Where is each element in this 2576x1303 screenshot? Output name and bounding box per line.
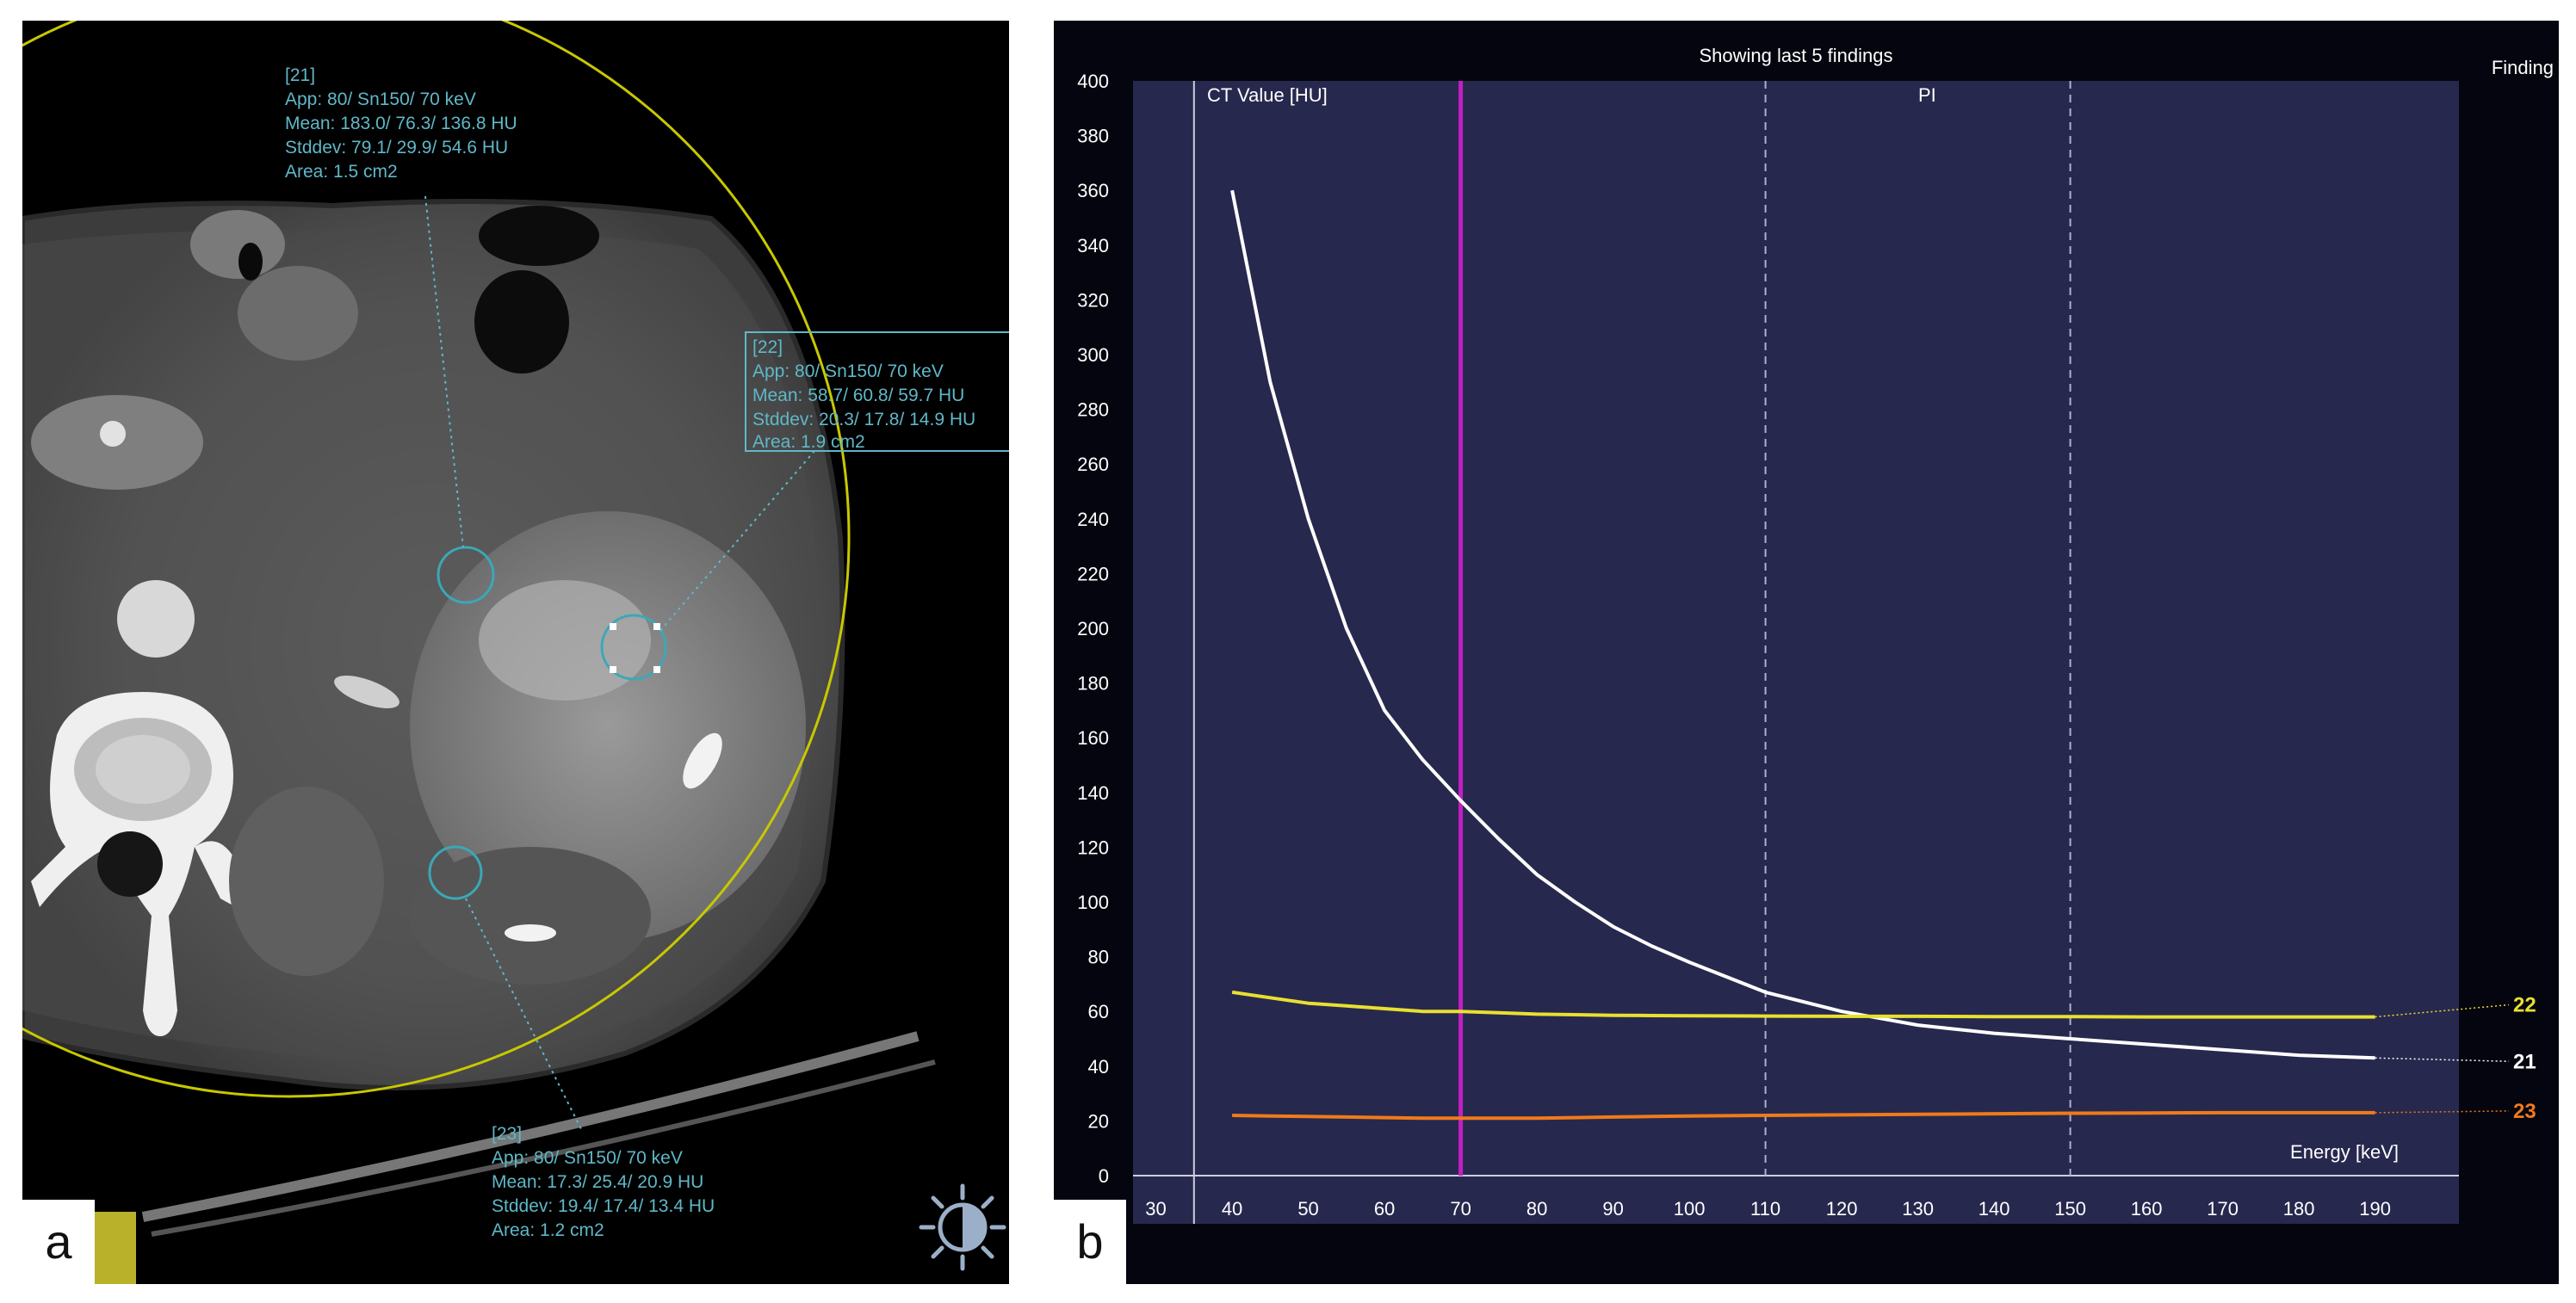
x-tick-label: 130: [1902, 1198, 1934, 1220]
annotation-22-line: App: 80/ Sn150/ 70 keV: [752, 361, 944, 381]
series-leader-23: [2375, 1110, 2510, 1114]
annotation-21-id: [21]: [285, 65, 315, 85]
annotation-22: [22] App: 80/ Sn150/ 70 keV Mean: 58.7/ …: [752, 337, 975, 452]
y-tick-label: 360: [1077, 180, 1109, 201]
x-tick-label: 70: [1450, 1198, 1471, 1220]
finding-column: [2459, 81, 2559, 1224]
x-tick-label: 140: [1978, 1198, 2010, 1220]
series-line-23: [1232, 1110, 2375, 1121]
annotation-23-line: Mean: 17.3/ 25.4/ 20.9 HU: [492, 1172, 703, 1192]
panel-a-label: a: [22, 1200, 95, 1284]
y-tick-label: 20: [1088, 1110, 1109, 1132]
y-tick-label: 80: [1088, 947, 1109, 968]
aorta: [117, 580, 195, 658]
y-tick-label: 340: [1077, 235, 1109, 256]
series-end-label-23: 23: [2513, 1100, 2536, 1123]
x-tick-label: 110: [1750, 1198, 1780, 1220]
x-tick-label: 190: [2359, 1198, 2391, 1220]
annotation-21-line: Mean: 183.0/ 76.3/ 136.8 HU: [285, 114, 517, 133]
x-axis-title: Energy [keV]: [2290, 1141, 2399, 1163]
y-tick-label: 200: [1077, 618, 1109, 639]
series-end-label-21: 21: [2513, 1050, 2536, 1073]
chart-header: Showing last 5 findings: [1699, 45, 1892, 66]
y-tick-label: 140: [1077, 782, 1109, 804]
annotation-23-line: App: 80/ Sn150/ 70 keV: [492, 1148, 683, 1168]
y-tick-label: 180: [1077, 673, 1109, 695]
annotation-21-line: Area: 1.5 cm2: [285, 162, 398, 182]
pi-label: PI: [1918, 84, 1936, 106]
x-tick-label: 180: [2283, 1198, 2315, 1220]
annotation-23: [23] App: 80/ Sn150/ 70 keV Mean: 17.3/ …: [492, 1124, 715, 1240]
y-tick-label: 120: [1077, 837, 1109, 858]
x-tick-label: 60: [1374, 1198, 1395, 1220]
y-tick-label: 60: [1088, 1001, 1109, 1022]
ct-image-panel: [21] App: 80/ Sn150/ 70 keV Mean: 183.0/…: [22, 21, 1009, 1284]
roi-23[interactable]: [428, 845, 483, 900]
x-tick-label: 30: [1145, 1198, 1166, 1220]
y-tick-label: 320: [1077, 289, 1109, 311]
annotation-23-line: Stddev: 19.4/ 17.4/ 13.4 HU: [492, 1196, 715, 1216]
y-tick-label: 400: [1077, 71, 1109, 92]
roi-21[interactable]: [437, 546, 495, 604]
x-tick-label: 40: [1222, 1198, 1242, 1220]
field-of-view-circle: [22, 21, 851, 1098]
x-tick-label: 160: [2131, 1198, 2163, 1220]
finding-header: Finding: [2492, 57, 2554, 78]
x-tick-label: 50: [1297, 1198, 1318, 1220]
y-tick-label: 240: [1077, 509, 1109, 530]
y-tick-label: 280: [1077, 399, 1109, 421]
annotation-23-line: Area: 1.2 cm2: [492, 1220, 604, 1240]
annotation-22-line: Mean: 58.7/ 60.8/ 59.7 HU: [752, 386, 964, 405]
annotation-22-line: Stddev: 20.3/ 17.8/ 14.9 HU: [752, 410, 975, 429]
annotation-21: [21] App: 80/ Sn150/ 70 keV Mean: 183.0/…: [285, 65, 517, 182]
series-leader-22: [2375, 1003, 2510, 1018]
series-line-21: [1230, 189, 2375, 1060]
panel-b-label: b: [1054, 1200, 1126, 1284]
y-tick-label: 100: [1077, 892, 1109, 913]
ct-image: [21] App: 80/ Sn150/ 70 keV Mean: 183.0/…: [22, 21, 1009, 1284]
annotation-22-line: Area: 1.9 cm2: [752, 432, 865, 452]
annotation-21-line: Stddev: 79.1/ 29.9/ 54.6 HU: [285, 138, 508, 157]
x-tick-label: 80: [1526, 1198, 1547, 1220]
y-axis-title: CT Value [HU]: [1207, 84, 1328, 106]
y-tick-label: 160: [1077, 727, 1109, 749]
annotation-23-id: [23]: [492, 1124, 522, 1144]
y-tick-label: 220: [1077, 563, 1109, 584]
y-tick-label: 40: [1088, 1056, 1109, 1078]
y-tick-label: 380: [1077, 126, 1109, 147]
x-tick-label: 120: [1826, 1198, 1858, 1220]
series-end-label-22: 22: [2513, 994, 2536, 1017]
spectral-chart-panel: 0 20 40 60 80 100 120 140 160 180 200 220 240 260 280 3…: [1054, 21, 2559, 1284]
y-tick-label: 300: [1077, 344, 1109, 366]
annotation-22-box[interactable]: [745, 331, 1009, 452]
annotation-22-id: [22]: [752, 337, 783, 357]
x-tick-label: 90: [1602, 1198, 1623, 1220]
x-tick-label: 170: [2207, 1198, 2239, 1220]
series-leader-21: [2375, 1057, 2510, 1063]
annotation-21-line: App: 80/ Sn150/ 70 keV: [285, 90, 476, 109]
plot-background: [1133, 81, 2459, 1224]
spectral-chart: 0 20 40 60 80 100 120 140 160 180 200 220 240 260 280 3…: [1077, 45, 2559, 1224]
x-tick-label: 100: [1674, 1198, 1706, 1220]
y-tick-label: 0: [1099, 1165, 1109, 1187]
roi-22[interactable]: [600, 614, 667, 681]
x-tick-label: 150: [2054, 1198, 2086, 1220]
y-tick-label: 260: [1077, 454, 1109, 475]
series-line-22: [1231, 990, 2375, 1019]
brightness-contrast-icon[interactable]: [919, 1183, 1006, 1271]
